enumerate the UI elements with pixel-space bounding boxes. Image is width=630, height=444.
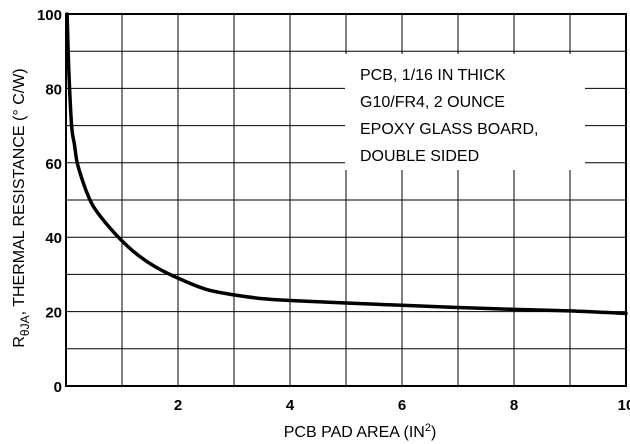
- y-tick-label: 40: [45, 230, 62, 247]
- x-tick-label: 10: [618, 397, 630, 414]
- y-axis-label: RθJA, THERMAL RESISTANCE (° C/W): [11, 68, 32, 347]
- x-tick-label: 4: [286, 397, 295, 414]
- x-axis-label: PCB PAD AREA (IN2): [284, 422, 437, 441]
- annotation-line: PCB, 1/16 IN THICK: [360, 67, 506, 84]
- annotation-line: G10/FR4, 2 OUNCE: [360, 94, 505, 111]
- x-tick-label: 8: [510, 397, 518, 414]
- y-tick-label: 60: [45, 156, 62, 173]
- x-tick-label: 2: [174, 397, 182, 414]
- annotation-line: DOUBLE SIDED: [360, 148, 479, 165]
- y-tick-label: 20: [45, 305, 62, 322]
- tick-labels: 246810020406080100: [37, 7, 630, 414]
- annotation-line: EPOXY GLASS BOARD,: [360, 121, 538, 138]
- annotation-background: [345, 54, 585, 170]
- plot-frame: [65, 13, 627, 387]
- y-tick-label: 0: [54, 379, 62, 396]
- y-tick-label: 80: [45, 81, 62, 98]
- thermal-resistance-curve: [65, 12, 628, 316]
- annotation: PCB, 1/16 IN THICK G10/FR4, 2 OUNCE EPOXY …: [360, 67, 538, 165]
- x-tick-label: 6: [398, 397, 406, 414]
- y-tick-label: 100: [37, 7, 62, 24]
